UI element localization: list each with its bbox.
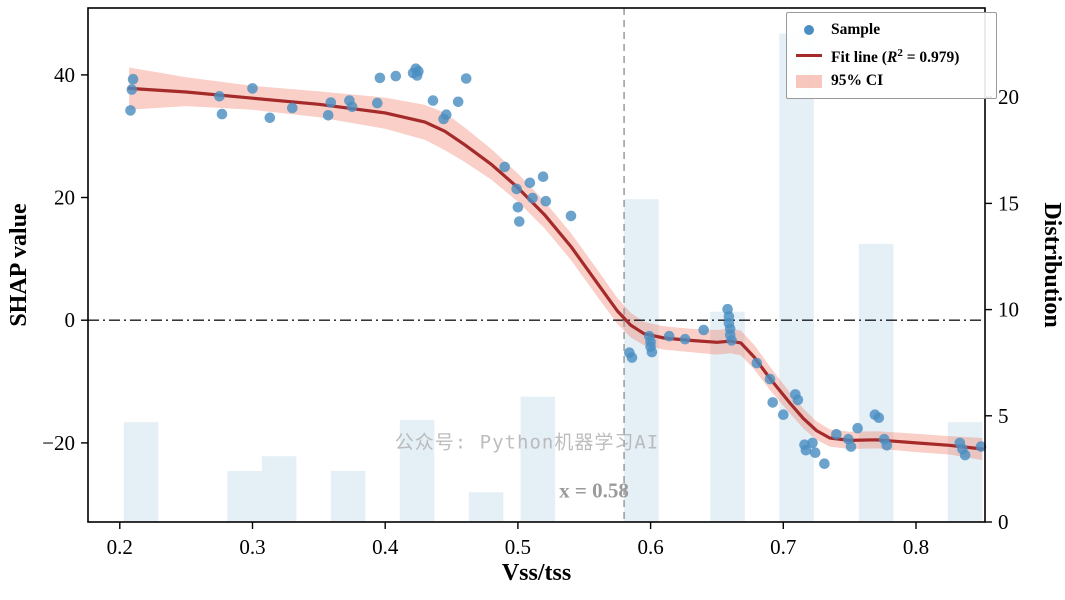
legend-item-sample: Sample [796,21,986,39]
legend: Sample Fit line (R2 = 0.979) 95% CI [786,12,997,100]
legend-fit-label: Fit line (R2 = 0.979) [831,47,960,67]
legend-item-fit-line: Fit line (R2 = 0.979) [796,44,986,67]
ci-marker-icon [796,74,822,88]
svg-text:Distribution: Distribution [1039,202,1065,327]
svg-text:0: 0 [998,510,1009,534]
svg-text:0.2: 0.2 [107,535,133,559]
svg-text:0.6: 0.6 [637,535,663,559]
svg-text:0.5: 0.5 [505,535,531,559]
svg-text:20: 20 [54,186,75,210]
legend-item-ci: 95% CI [796,72,986,90]
svg-text:0.3: 0.3 [239,535,265,559]
vline-annotation: x = 0.58 [559,478,629,503]
svg-text:Vss/tss: Vss/tss [502,560,571,586]
svg-text:40: 40 [54,63,75,87]
svg-text:−20: −20 [42,431,75,455]
svg-text:15: 15 [998,191,1019,215]
svg-text:10: 10 [998,298,1019,322]
legend-sample-label: Sample [831,21,881,38]
sample-marker-icon [796,25,822,35]
fit-line-marker-icon [796,53,822,58]
svg-text:0.8: 0.8 [903,535,929,559]
svg-text:0.4: 0.4 [372,535,399,559]
svg-text:0.7: 0.7 [770,535,796,559]
svg-text:0: 0 [65,308,76,332]
svg-text:5: 5 [998,404,1009,428]
svg-text:20: 20 [998,85,1019,109]
svg-text:SHAP value: SHAP value [6,203,32,327]
watermark: 公众号: Python机器学习AI [394,431,660,454]
legend-ci-label: 95% CI [831,72,884,90]
